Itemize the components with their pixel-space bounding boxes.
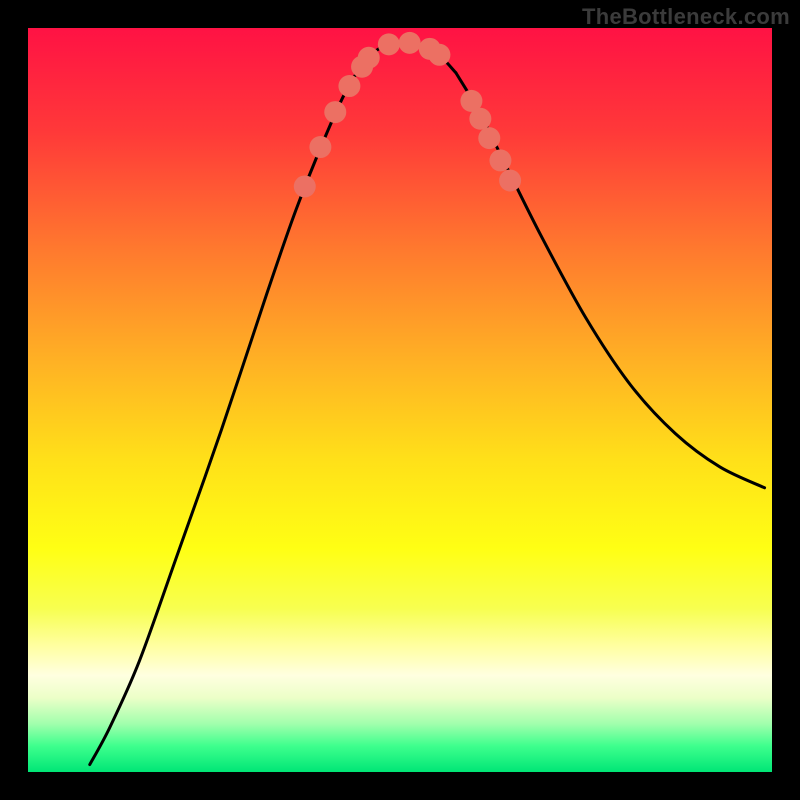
marker-point [499,170,521,192]
marker-point [309,136,331,158]
marker-point [469,108,491,130]
marker-point [294,175,316,197]
marker-point [478,127,500,149]
bottleneck-chart [0,0,800,800]
marker-point [324,101,346,123]
marker-point [428,44,450,66]
marker-point [399,32,421,54]
marker-point [378,33,400,55]
marker-point [489,149,511,171]
marker-point [358,47,380,69]
watermark-text: TheBottleneck.com [582,4,790,30]
marker-point [338,75,360,97]
